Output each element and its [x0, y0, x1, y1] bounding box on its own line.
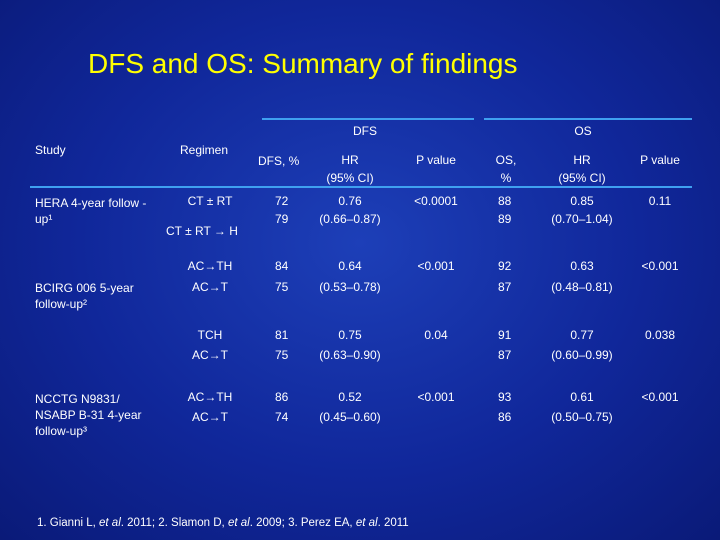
ci-os-header: (95% CI)	[558, 171, 606, 185]
dfs-group-header: DFS	[353, 124, 377, 138]
dfs-cell: 79	[275, 212, 289, 226]
study-cell: NCCTG N9831/ NSABP B-31 4-year follow-up…	[35, 392, 142, 438]
study-cell: HERA 4-year follow -up¹	[35, 196, 147, 226]
reference-text: . 2011; 2. Slamon D,	[120, 517, 228, 529]
p-value-dfs-cell: <0.0001	[414, 194, 458, 208]
hr-dfs-header: HR	[341, 153, 359, 167]
ci-dfs-cell: (0.53–0.78)	[319, 280, 381, 294]
reference-text: . 2009; 3. Perez EA,	[249, 517, 356, 529]
references: 1. Gianni L, et al. 2011; 2. Slamon D, e…	[37, 517, 409, 529]
hr-os-cell: 0.85	[570, 194, 594, 208]
os-percent-header-2: %	[500, 171, 512, 185]
dfs-cell: 74	[275, 410, 289, 424]
regimen-cell: AC→T	[192, 348, 228, 362]
hr-os-cell: 0.77	[570, 328, 594, 342]
ci-dfs-cell: (0.66–0.87)	[319, 212, 381, 226]
p-value-os-cell: <0.001	[641, 259, 679, 273]
os-cell: 88	[498, 194, 512, 208]
os-group-rule	[484, 118, 692, 120]
p-value-os-cell: 0.11	[648, 194, 672, 208]
hr-dfs-cell: 0.64	[338, 259, 362, 273]
p-value-os-cell: 0.038	[644, 328, 676, 342]
dfs-cell: 75	[275, 280, 289, 294]
os-cell: 87	[498, 348, 512, 362]
hr-os-cell: 0.61	[570, 390, 594, 404]
p-value-os-cell: <0.001	[641, 390, 679, 404]
p-value-dfs-cell: 0.04	[424, 328, 448, 342]
study-cell: BCIRG 006 5-year follow-up²	[35, 281, 134, 311]
hr-os-header: HR	[573, 153, 591, 167]
ci-dfs-cell: (0.45–0.60)	[319, 410, 381, 424]
dfs-percent-header: DFS, %	[258, 154, 300, 168]
reference-et-al: et al	[227, 517, 250, 529]
os-cell: 91	[498, 328, 512, 342]
reference-et-al: et al	[355, 517, 378, 529]
dfs-group-rule	[262, 118, 474, 120]
regimen-cell: CT ± RT → H	[166, 224, 238, 238]
regimen-cell: AC→T	[192, 280, 228, 294]
hr-dfs-cell: 0.75	[338, 328, 362, 342]
ci-dfs-cell: (0.63–0.90)	[319, 348, 381, 362]
reference-text: 1. Gianni L,	[37, 517, 100, 529]
regimen-cell: AC→TH	[187, 259, 233, 273]
os-group-header: OS	[574, 124, 592, 138]
dfs-cell: 81	[275, 328, 289, 342]
regimen-cell: AC→T	[192, 410, 228, 424]
p-value-os-header: P value	[640, 153, 680, 167]
os-cell: 92	[498, 259, 512, 273]
dfs-cell: 72	[275, 194, 289, 208]
ci-os-cell: (0.50–0.75)	[551, 410, 613, 424]
dfs-cell: 84	[275, 259, 289, 273]
p-value-dfs-cell: <0.001	[417, 390, 455, 404]
ci-os-cell: (0.60–0.99)	[551, 348, 613, 362]
p-value-dfs-header: P value	[416, 153, 456, 167]
ci-os-cell: (0.70–1.04)	[551, 212, 613, 226]
dfs-cell: 86	[275, 390, 289, 404]
regimen-cell: TCH	[197, 328, 223, 342]
page-title: DFS and OS: Summary of findings	[88, 48, 518, 79]
ci-os-cell: (0.48–0.81)	[551, 280, 613, 294]
regimen-cell: AC→TH	[187, 390, 233, 404]
p-value-dfs-cell: <0.001	[417, 259, 455, 273]
os-cell: 89	[498, 212, 512, 226]
hr-os-cell: 0.63	[570, 259, 594, 273]
regimen-cell: CT ± RT	[187, 194, 233, 208]
reference-et-al: et al	[99, 517, 121, 529]
ci-dfs-header: (95% CI)	[326, 171, 374, 185]
hr-dfs-cell: 0.52	[338, 390, 362, 404]
os-cell: 86	[498, 410, 512, 424]
os-cell: 87	[498, 280, 512, 294]
hr-dfs-cell: 0.76	[338, 194, 362, 208]
reference-text: . 2011	[377, 517, 409, 529]
dfs-cell: 75	[275, 348, 289, 362]
regimen-header: Regimen	[180, 143, 229, 157]
study-header: Study	[35, 143, 66, 157]
os-cell: 93	[498, 390, 512, 404]
header-rule	[30, 186, 692, 188]
os-percent-header-1: OS,	[495, 153, 517, 167]
